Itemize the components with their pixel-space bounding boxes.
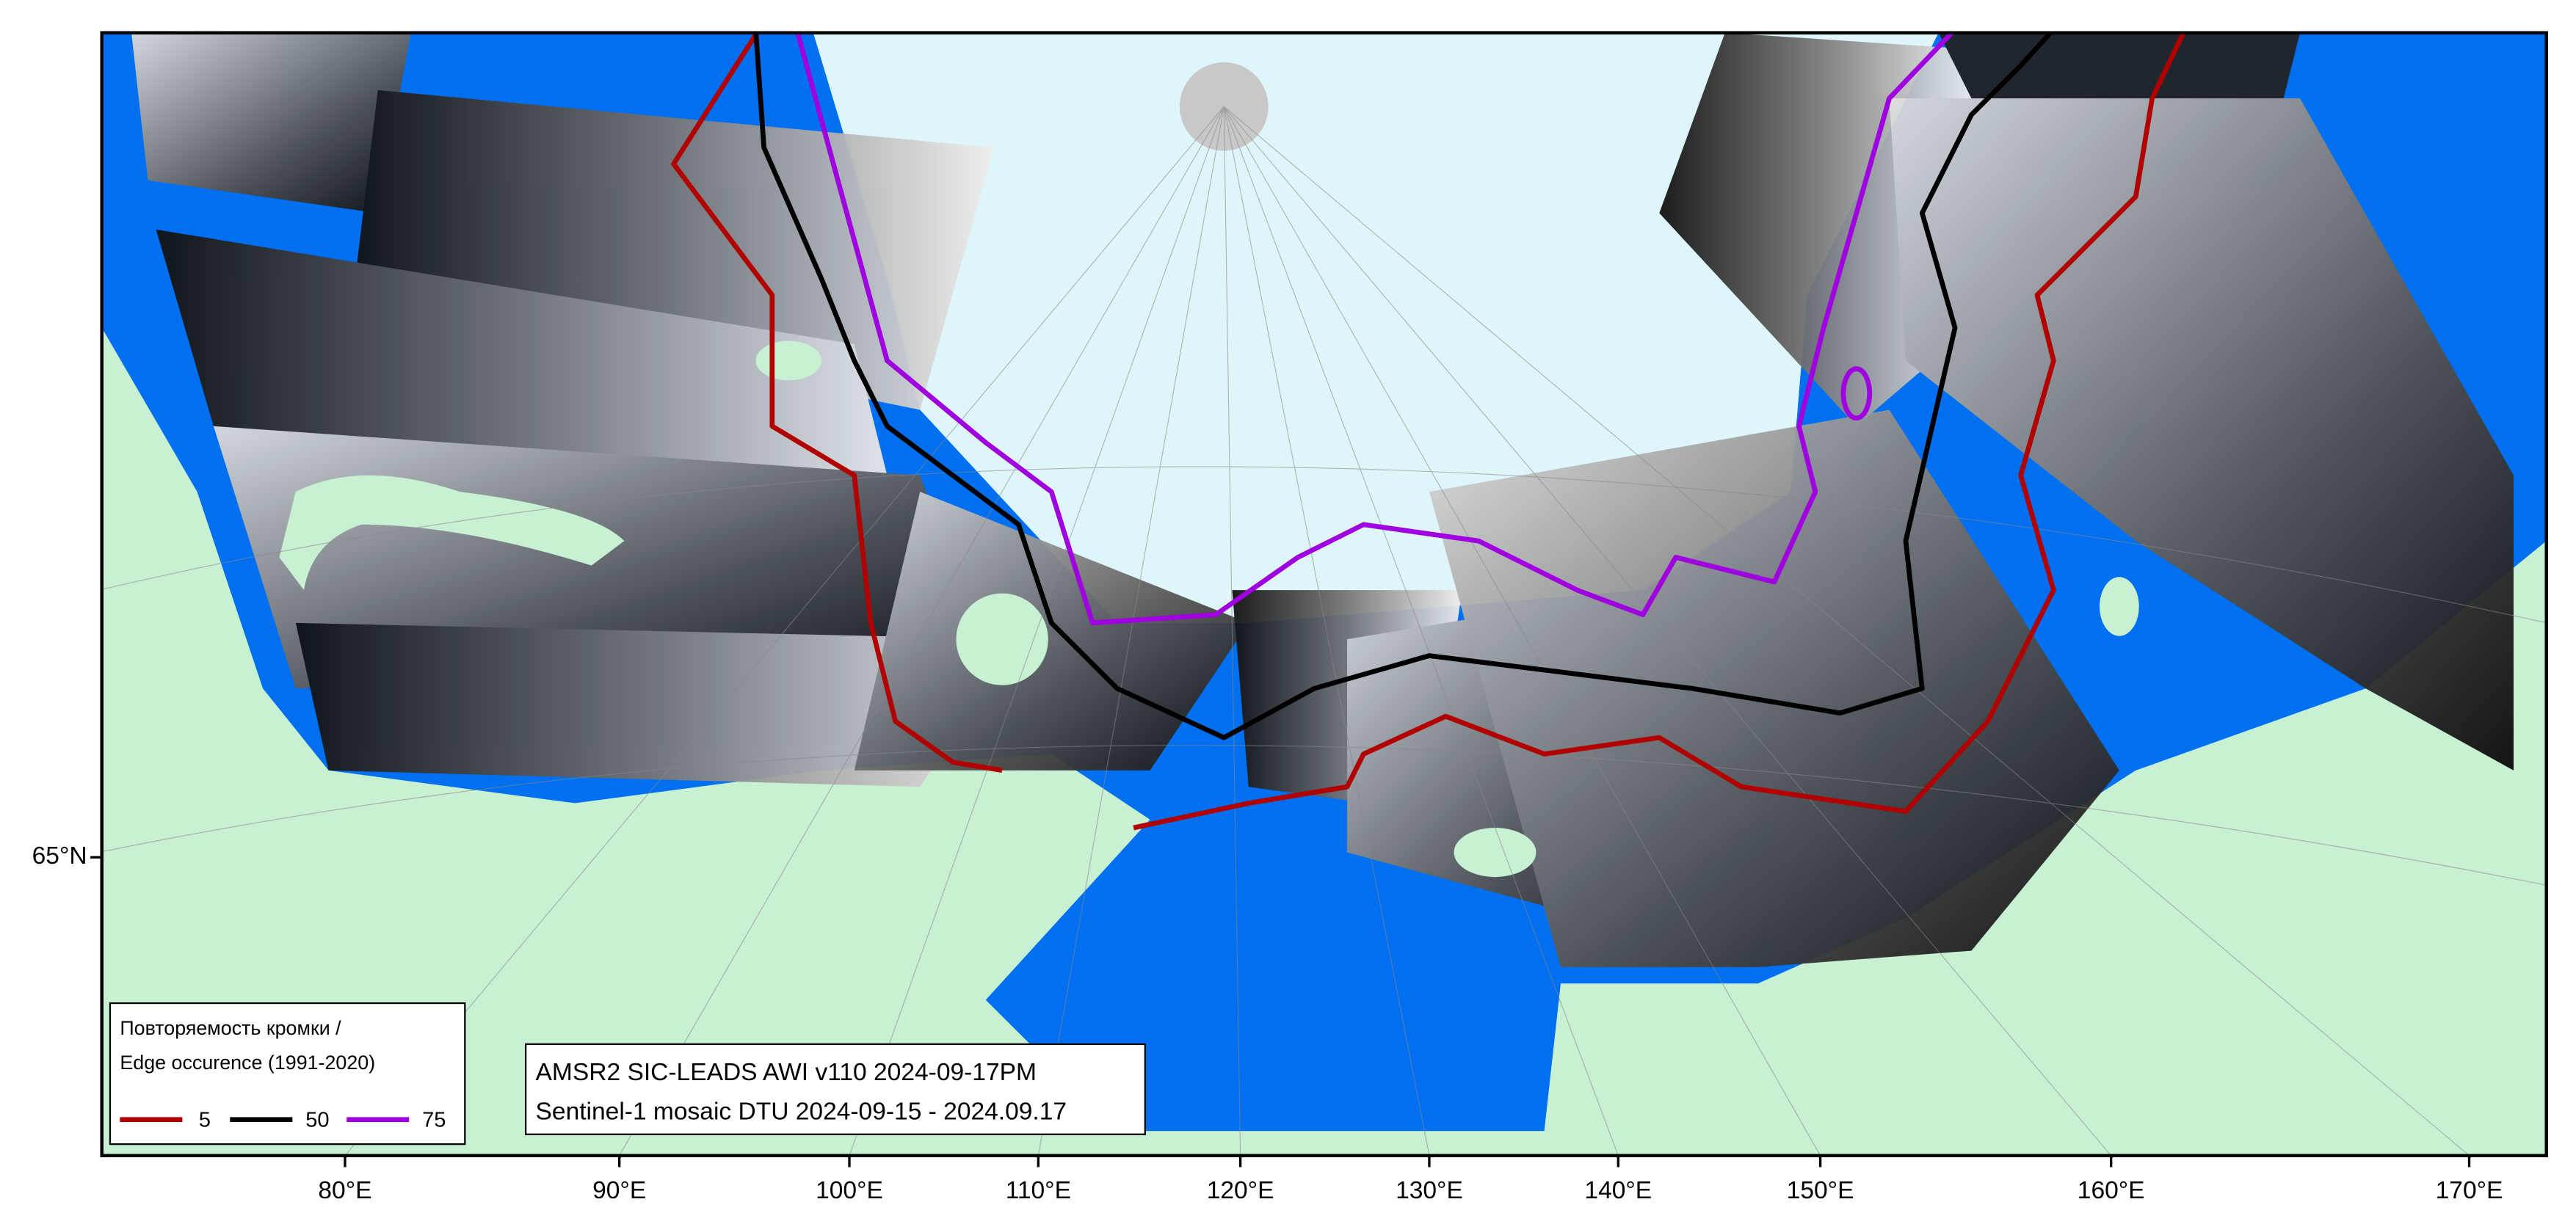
edge-contour: [753, 32, 2054, 740]
legend-label: 50: [305, 1109, 329, 1132]
info-box: AMSR2 SIC-LEADS AWI v110 2024-09-17PM Se…: [525, 1043, 1146, 1135]
legend-title: Повторяемость кромки /: [120, 1017, 341, 1039]
lon-label: 80°E: [318, 1177, 371, 1204]
lat-label: 65°N: [32, 842, 87, 870]
edge-contour: [1133, 32, 2186, 831]
graticule: [101, 106, 2547, 1156]
edge-contour: [1840, 366, 1873, 420]
legend-title: Edge occurence (1991-2020): [120, 1052, 375, 1074]
map-frame: [100, 31, 2548, 1158]
lon-label: 100°E: [816, 1177, 883, 1204]
lon-label: 150°E: [1787, 1177, 1854, 1204]
axes: 80°E 90°E 100°E 110°E 120°E 130°E 140°E 150°E 16…: [32, 842, 2503, 1204]
info-line: AMSR2 SIC-LEADS AWI v110 2024-09-17PM: [536, 1059, 1037, 1086]
legend-label: 5: [199, 1109, 211, 1132]
lon-label: 130°E: [1396, 1177, 1463, 1204]
lon-label: 120°E: [1207, 1177, 1274, 1204]
info-line: Sentinel-1 mosaic DTU 2024-09-15 - 2024.…: [536, 1099, 1067, 1126]
lon-label: 140°E: [1584, 1177, 1652, 1204]
lon-label: 90°E: [592, 1177, 646, 1204]
edge-contours: [671, 32, 2186, 831]
lon-label: 160°E: [2078, 1177, 2145, 1204]
legend: Повторяемость кромки / Edge occurence (1…: [109, 1002, 466, 1145]
lon-label: 170°E: [2436, 1177, 2503, 1204]
map-body: [101, 32, 2547, 1156]
edge-contour: [795, 32, 1956, 626]
edge-contour: [671, 32, 1003, 773]
legend-label: 75: [422, 1109, 446, 1132]
lon-label: 110°E: [1006, 1177, 1071, 1204]
islands: [133, 340, 2139, 878]
